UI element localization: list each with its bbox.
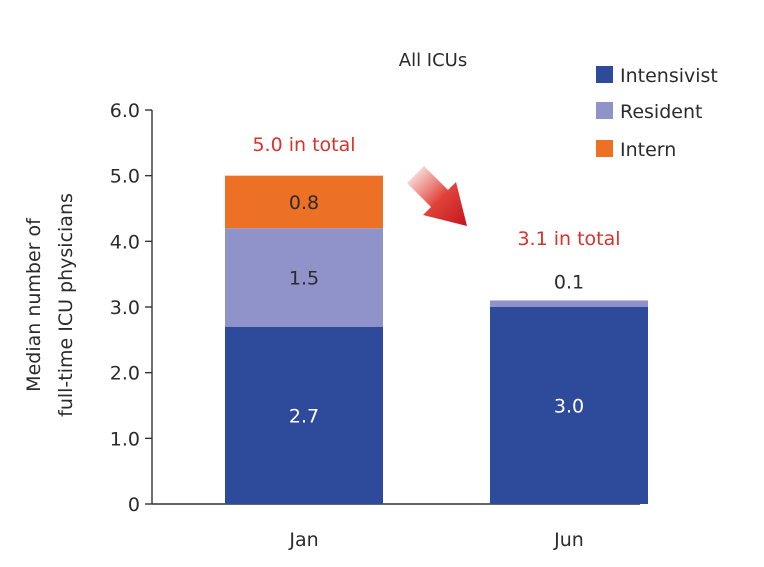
- decrease-arrow-icon: [407, 166, 467, 226]
- legend-label-intensivist: Intensivist: [620, 65, 718, 87]
- data-labels: 2.7 1.5 0.8 3.0 0.1 5.0 in total 3.1 in total: [252, 134, 620, 427]
- bar-segment-resident: [225, 228, 383, 327]
- bars: [225, 175, 648, 504]
- legend-label-resident: Resident: [620, 101, 702, 123]
- legend-swatch-intern: [596, 140, 613, 157]
- bar-segment-intern: [225, 175, 383, 229]
- y-axis-label: Median number of full-time ICU physician…: [23, 193, 77, 417]
- bar-segment-intensivist: [225, 326, 383, 504]
- value-label: 0.1: [554, 271, 584, 293]
- legend-label-intern: Intern: [620, 139, 676, 161]
- y-tick-label: 0: [128, 494, 140, 516]
- y-tick-label: 1.0: [110, 428, 140, 450]
- bar-segment-resident: [490, 300, 648, 307]
- x-tick-label: Jan: [288, 529, 318, 551]
- y-axis-label-line-2: full-time ICU physicians: [55, 193, 77, 417]
- legend-swatch-resident: [596, 102, 613, 119]
- chart-title: All ICUs: [399, 50, 467, 71]
- x-tick-label: Jun: [553, 529, 584, 551]
- y-tick-label: 6.0: [110, 100, 140, 122]
- y-tick-label: 3.0: [110, 297, 140, 319]
- y-tick-label: 2.0: [110, 363, 140, 385]
- bar-segment-intensivist: [490, 307, 648, 504]
- y-tick-label: 4.0: [110, 231, 140, 253]
- y-axis-label-line-1: Median number of: [23, 217, 45, 392]
- total-label: 5.0 in total: [252, 134, 355, 156]
- total-label: 3.1 in total: [517, 228, 620, 250]
- legend-swatch-intensivist: [596, 66, 613, 83]
- value-label: 0.8: [289, 192, 319, 214]
- value-label: 1.5: [289, 267, 319, 289]
- value-label: 2.7: [289, 405, 319, 427]
- y-tick-label: 5.0: [110, 166, 140, 188]
- legend: Intensivist Resident Intern: [596, 65, 718, 161]
- value-label: 3.0: [554, 396, 584, 418]
